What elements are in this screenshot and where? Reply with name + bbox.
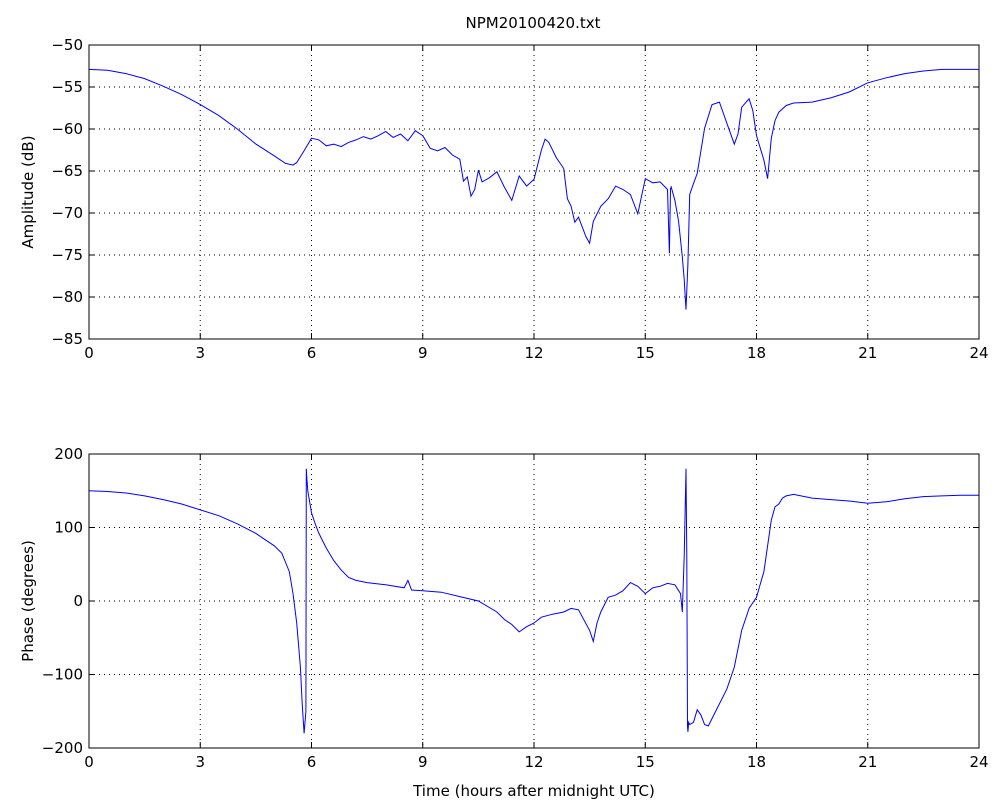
- x-tick-label: 9: [418, 344, 428, 362]
- x-tick-label: 24: [969, 753, 988, 771]
- y-tick-label: −65: [51, 162, 83, 180]
- series-line-0: [88, 468, 979, 734]
- x-tick-label: 6: [307, 753, 317, 771]
- x-tick-label: 0: [84, 344, 94, 362]
- y-tick-label: −55: [51, 78, 83, 96]
- y-tick-label: 200: [54, 445, 83, 463]
- y-tick-label: −200: [42, 739, 83, 757]
- x-tick-label: 21: [858, 753, 877, 771]
- y-axis-label: Phase (degrees): [19, 540, 37, 662]
- y-tick-label: −80: [51, 288, 83, 306]
- x-tick-label: 3: [195, 344, 205, 362]
- x-tick-label: 9: [418, 753, 428, 771]
- amplitude-panel: 0 3 6 9 12 15 18 21 24 −85 −80 −75 −70 −65 −60 −55 −50 Am…: [19, 36, 989, 362]
- x-tick-label: 0: [84, 753, 94, 771]
- x-tick-label: 21: [858, 344, 877, 362]
- y-tick-label: −85: [51, 330, 83, 348]
- x-tick-label: 12: [524, 344, 543, 362]
- y-tick-label: −75: [51, 246, 83, 264]
- x-tick-label: 24: [969, 344, 988, 362]
- y-tick-label: −50: [51, 36, 83, 54]
- phase-panel: 0 3 6 9 12 15 18 21 24 −200 −100 0 100 200 Phase (degr…: [19, 445, 989, 800]
- figure-title: NPM20100420.txt: [466, 14, 601, 32]
- x-tick-label: 12: [524, 753, 543, 771]
- x-tick-label: 6: [307, 344, 317, 362]
- x-tick-label: 18: [747, 344, 766, 362]
- y-tick-label: −70: [51, 204, 83, 222]
- x-tick-label: 18: [747, 753, 766, 771]
- x-tick-label: 3: [195, 753, 205, 771]
- series-line-0: [88, 68, 979, 310]
- x-tick-label: 15: [636, 753, 655, 771]
- x-tick-label: 15: [636, 344, 655, 362]
- x-axis-label: Time (hours after midnight UTC): [412, 782, 655, 800]
- y-axis-label: Amplitude (dB): [19, 135, 37, 248]
- y-tick-label: 100: [54, 519, 83, 537]
- y-tick-label: −60: [51, 120, 83, 138]
- y-tick-label: −100: [42, 666, 83, 684]
- plot-area: [89, 45, 979, 339]
- y-tick-label: 0: [73, 592, 83, 610]
